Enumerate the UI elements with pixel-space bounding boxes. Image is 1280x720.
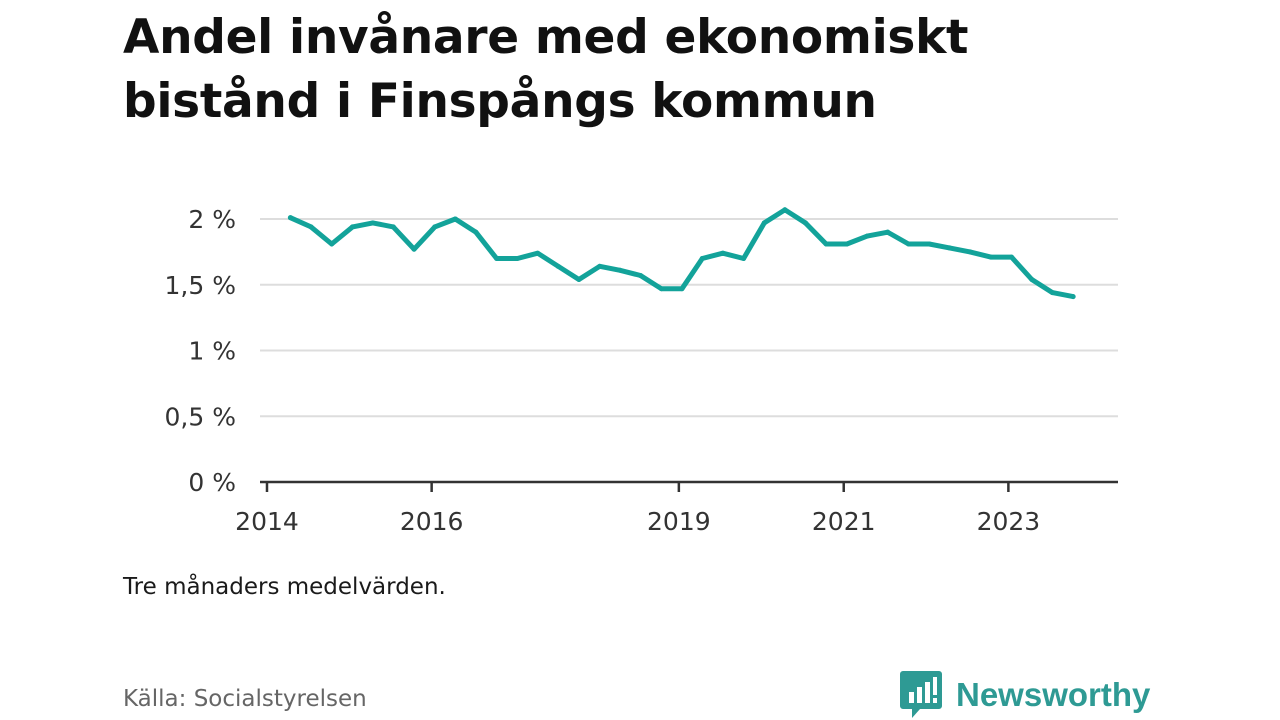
data-point [741,255,747,261]
data-point [329,241,335,247]
data-point [349,224,355,230]
data-point [699,255,705,261]
brand-logo: Newsworthy [900,670,1150,720]
bar-chart-speech-bubble-icon [900,671,942,718]
data-point [679,286,685,292]
data-point [576,276,582,282]
data-point [473,229,479,235]
series-line [287,207,1076,300]
data-point [844,241,850,247]
x-tick-label: 2021 [812,507,876,536]
data-point [370,220,376,226]
y-tick-label: 1,5 % [165,271,236,300]
data-point [988,254,994,260]
x-tick-label: 2016 [400,507,464,536]
x-axis [260,480,1118,492]
y-tick-label: 0,5 % [165,402,236,431]
data-point [658,286,664,292]
x-tick-labels: 2014 2016 2019 2021 2023 [235,507,1040,536]
y-tick-label: 2 % [188,205,236,234]
data-point [782,207,788,213]
data-point [905,241,911,247]
data-point [617,267,623,273]
brand-name: Newsworthy [956,676,1151,713]
data-point [761,220,767,226]
x-tick-label: 2014 [235,507,299,536]
data-point [638,273,644,279]
data-point [597,263,603,269]
data-point [411,246,417,252]
gridlines [260,218,1118,418]
data-point [514,255,520,261]
source-label: Källa: Socialstyrelsen [123,686,367,712]
y-tick-label: 1 % [188,337,236,366]
data-point [947,245,953,251]
data-point [308,224,314,230]
data-point [967,249,973,255]
y-tick-labels: 0 % 0,5 % 1 % 1,5 % 2 % [165,205,236,497]
data-point [864,233,870,239]
data-point [1009,254,1015,260]
x-tick-label: 2023 [977,507,1041,536]
series-layer [287,207,1076,300]
data-point [823,241,829,247]
chart-note: Tre månaders medelvärden. [123,574,446,600]
data-point [452,216,458,222]
chart-title: Andel invånare med ekonomiskt bistånd i … [123,10,969,129]
data-point [802,220,808,226]
data-point [494,255,500,261]
y-tick-label: 0 % [188,468,236,497]
data-point [926,241,932,247]
data-point [287,215,293,221]
data-point [1049,290,1055,296]
x-tick-label: 2019 [647,507,711,536]
data-point [535,250,541,256]
data-point [720,250,726,256]
data-point [390,224,396,230]
data-point [1029,276,1035,282]
data-point [432,224,438,230]
data-point [885,229,891,235]
data-point [1070,294,1076,300]
data-point [555,263,561,269]
